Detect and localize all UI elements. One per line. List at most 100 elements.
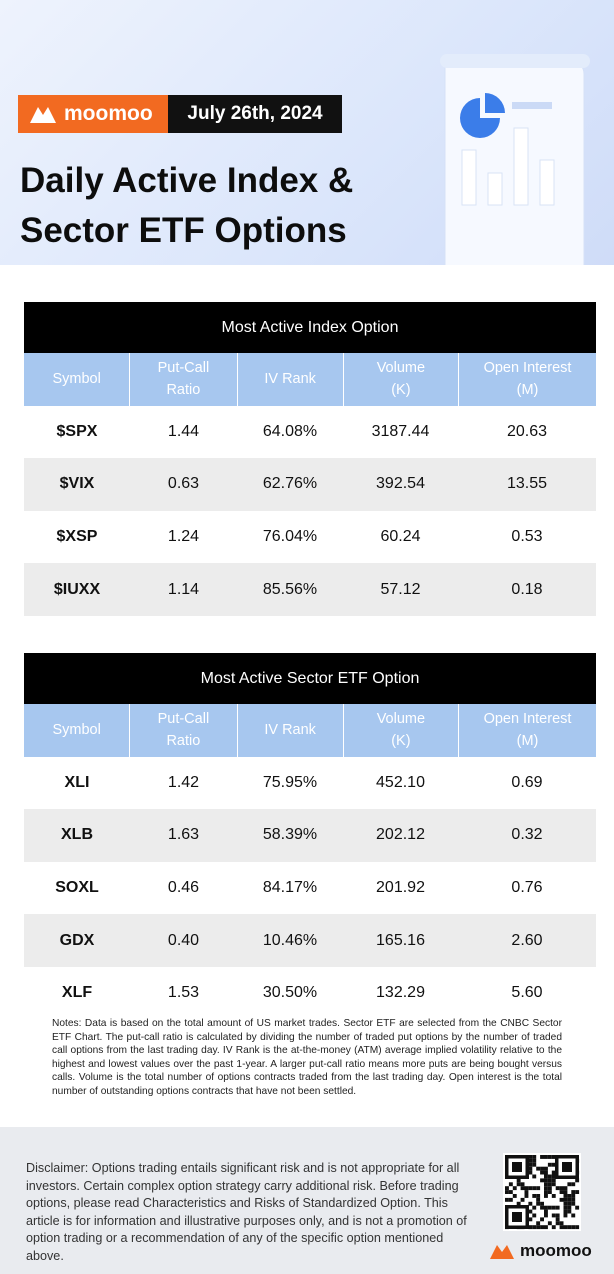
qr-code [503, 1153, 581, 1231]
symbol-cell: SOXL [55, 879, 99, 897]
illustration [440, 54, 590, 265]
cell: 62.76% [262, 475, 318, 493]
footer-logo: moomoo [488, 1241, 592, 1261]
qr-module [544, 1225, 548, 1230]
qr-module [528, 1186, 533, 1191]
cell: 0.32 [511, 826, 543, 844]
column-header: Symbol [24, 353, 131, 406]
table-row: SOXL 0.46 84.17% 201.92 0.76 [24, 862, 596, 915]
header-row: Symbol Put-Call Ratio IV Rank Volume (K) Ope… [24, 353, 596, 406]
qr-module [544, 1166, 548, 1171]
qr-module [516, 1201, 521, 1206]
qr-module [532, 1194, 537, 1198]
qr-module [555, 1205, 560, 1210]
qr-module [551, 1155, 556, 1159]
qr-module [575, 1178, 580, 1183]
qr-module [520, 1182, 525, 1187]
qr-module [575, 1205, 580, 1210]
notes: Notes: Data is based on the total amount… [52, 1018, 562, 1097]
qr-module [536, 1194, 541, 1198]
qr-module [551, 1205, 556, 1210]
qr-module [528, 1209, 533, 1214]
qr-module [540, 1225, 544, 1230]
qr-module [544, 1155, 548, 1159]
title: Daily Active Index & Sector ETF Options [20, 161, 354, 250]
qr-module [532, 1186, 537, 1191]
symbol-cell: $VIX [59, 475, 95, 493]
qr-module [524, 1194, 529, 1198]
qr-module [520, 1186, 525, 1191]
logo-icon [490, 1245, 514, 1259]
cell: 0.46 [167, 879, 200, 897]
cell: 84.17% [262, 879, 318, 897]
cell: 2.60 [511, 931, 543, 949]
table-row: $VIX 0.63 62.76% 392.54 13.55 [24, 458, 596, 511]
qr-module [512, 1194, 517, 1198]
qr-module [571, 1225, 576, 1230]
qr-module [563, 1205, 568, 1210]
qr-module [571, 1190, 576, 1194]
qr-module [505, 1186, 509, 1191]
qr-module [555, 1221, 560, 1226]
cell: 1.14 [167, 580, 200, 598]
table: Most Active Index Option Symbol Put-Call R… [24, 302, 596, 616]
qr-module [571, 1194, 576, 1198]
qr-module [547, 1174, 552, 1179]
cell: 20.63 [506, 422, 548, 440]
column-header: Open Interest (M) [483, 711, 572, 750]
qr-module [528, 1162, 533, 1167]
qr-module [540, 1217, 544, 1222]
qr-module [555, 1213, 560, 1218]
column-header: IV Rank [238, 704, 344, 757]
table-row: XLB 1.63 58.39% 202.12 0.32 [24, 809, 596, 862]
qr-module [571, 1197, 576, 1202]
qr-module [532, 1155, 537, 1159]
qr-module [551, 1178, 556, 1183]
qr-module [524, 1186, 529, 1191]
qr-module [536, 1197, 541, 1202]
qr-module [551, 1213, 556, 1218]
qr-module [536, 1225, 541, 1230]
brand-name: moomoo [520, 1241, 592, 1260]
qr-module [551, 1225, 556, 1230]
cell: 30.50% [262, 984, 318, 1002]
cell: 201.92 [376, 879, 425, 897]
qr-module [559, 1225, 564, 1230]
symbol-cell: GDX [59, 931, 95, 949]
qr-module [532, 1225, 537, 1230]
qr-module [544, 1209, 548, 1214]
cell: 165.16 [376, 931, 425, 949]
cell: 0.53 [511, 528, 543, 546]
cell: 202.12 [376, 826, 425, 844]
cell: 5.60 [511, 984, 543, 1002]
cell: 0.63 [167, 475, 200, 493]
cell: 1.63 [167, 826, 200, 844]
table-row: $XSP 1.24 76.04% 60.24 0.53 [24, 511, 596, 564]
cell: 0.40 [167, 931, 200, 949]
disclaimer: Disclaimer: Options trading entails sign… [26, 1161, 467, 1263]
cell: 0.18 [511, 580, 543, 598]
column-header: Volume (K) [344, 704, 459, 757]
cell: 1.42 [167, 773, 200, 791]
qr-module [563, 1225, 568, 1230]
qr-module [551, 1182, 556, 1187]
qr-module [563, 1186, 568, 1191]
qr-module [562, 1162, 572, 1172]
cell: 75.95% [262, 773, 318, 791]
symbol-cell: XLB [61, 826, 93, 844]
qr-module [512, 1162, 522, 1172]
qr-module [551, 1194, 556, 1198]
qr-module [567, 1205, 572, 1210]
table: Most Active Sector ETF Option Symbol Put-C… [24, 653, 596, 1020]
qr-module [567, 1197, 572, 1202]
cell: 3187.44 [371, 422, 430, 440]
qr-module [516, 1182, 521, 1187]
qr-module [544, 1182, 548, 1187]
column-header: IV Rank [238, 353, 344, 406]
qr-module [540, 1201, 544, 1206]
qr-module [540, 1170, 544, 1175]
column-header: Volume (K) [344, 353, 459, 406]
qr-module [540, 1178, 544, 1183]
qr-module [540, 1166, 544, 1171]
qr-module [551, 1170, 556, 1175]
